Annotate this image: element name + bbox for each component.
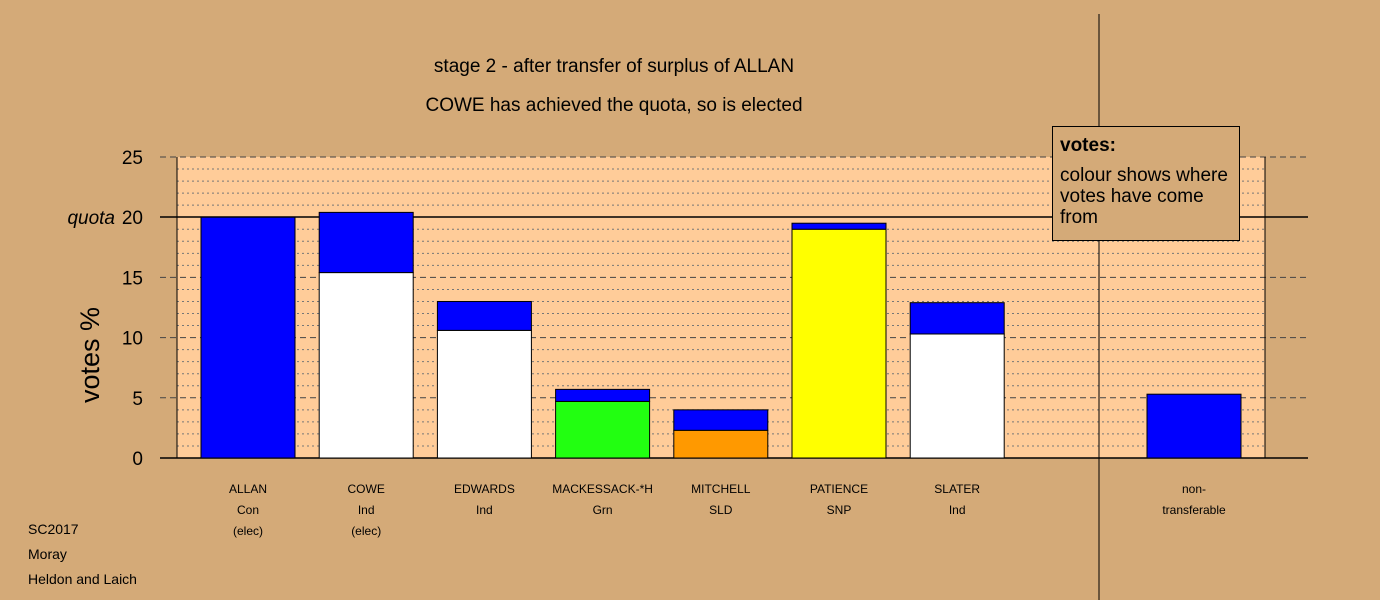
candidate-label: SLD (709, 503, 733, 517)
footer-election: SC2017 (28, 521, 79, 537)
y-tick-label: 10 (122, 329, 143, 350)
candidate-label: EDWARDS (454, 482, 515, 496)
bar-segment (555, 388, 651, 402)
bars (200, 211, 1242, 459)
chart-title: stage 2 - after transfer of surplus of A… (434, 56, 794, 77)
y-axis-label: votes % (75, 307, 105, 403)
bar-segment (909, 333, 1005, 459)
candidate-label: MITCHELL (691, 482, 751, 496)
bar-segment (555, 400, 651, 459)
non-transferable-bar (1146, 393, 1242, 459)
legend-box: votes: colour shows where votes have com… (1052, 126, 1240, 241)
y-tick-label: 25 (122, 148, 143, 169)
bar-segment (436, 329, 532, 459)
non-transferable-label: transferable (1162, 503, 1226, 517)
bar-segment (791, 222, 887, 230)
bar-segment (909, 302, 1005, 335)
footer-council: Moray (28, 546, 67, 562)
candidate-labels: ALLAN Con (elec) COWE Ind (elec) EDWARDS Ind MAC… (229, 482, 1226, 538)
y-tick-label: 20 (122, 208, 143, 229)
footer-ward: Heldon and Laich (28, 571, 137, 587)
bar-segment (318, 211, 414, 274)
bar-segment (200, 216, 296, 459)
bar-segment (791, 228, 887, 459)
y-tick-labels: 0 5 10 15 20 25 (122, 148, 143, 470)
candidate-label: MACKESSACK-*H (552, 482, 653, 496)
candidate-label: (elec) (233, 524, 263, 538)
chart-subtitle: COWE has achieved the quota, so is elect… (425, 95, 802, 116)
y-tick-label: 5 (132, 389, 143, 410)
candidate-label: Ind (476, 503, 493, 517)
candidate-label: COWE (348, 482, 385, 496)
candidate-label: Grn (593, 503, 613, 517)
candidate-label: ALLAN (229, 482, 267, 496)
bar-segment (673, 409, 769, 431)
candidate-label: SNP (827, 503, 852, 517)
legend-title: votes: (1060, 135, 1116, 156)
y-tick-label: 15 (122, 268, 143, 289)
candidate-label: (elec) (351, 524, 381, 538)
candidate-label: Con (237, 503, 259, 517)
y-tick-label: 0 (132, 449, 143, 470)
candidate-label: Ind (949, 503, 966, 517)
candidate-label: SLATER (934, 482, 980, 496)
candidate-label: Ind (358, 503, 375, 517)
non-transferable-label: non- (1182, 482, 1206, 496)
quota-label: quota (67, 208, 115, 229)
bar-segment (436, 300, 532, 331)
bar-segment (318, 272, 414, 459)
bar-segment (673, 429, 769, 459)
legend-text: colour shows where votes have come from (1060, 165, 1228, 228)
candidate-label: PATIENCE (810, 482, 868, 496)
